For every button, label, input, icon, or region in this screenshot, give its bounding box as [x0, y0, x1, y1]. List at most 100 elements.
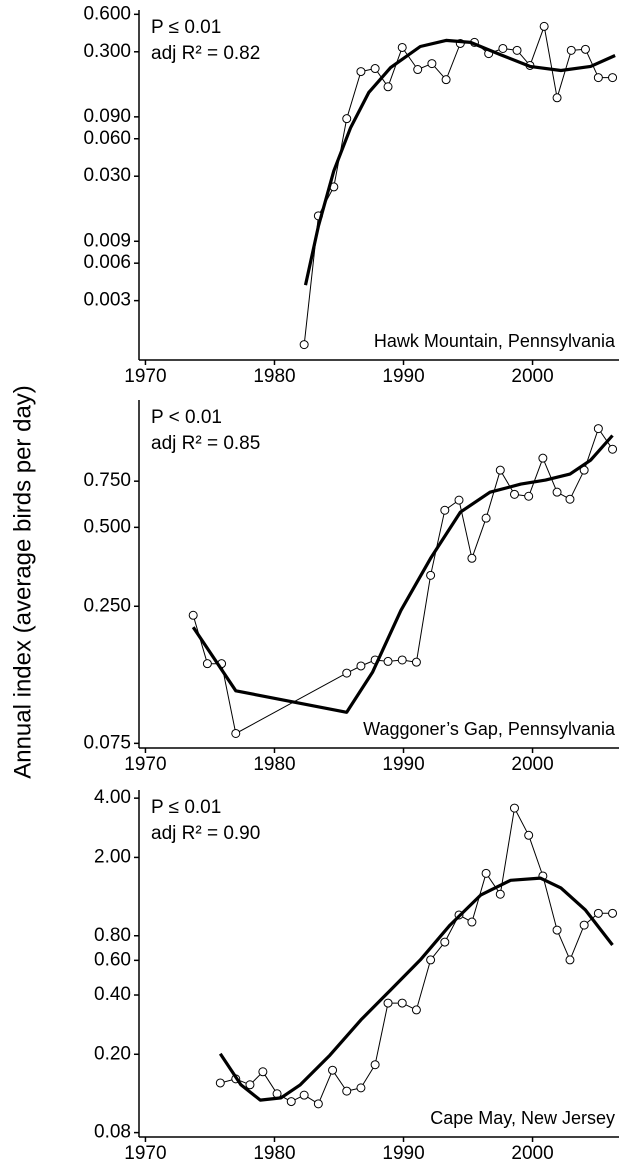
- x-tick-label: 1970: [124, 366, 166, 387]
- data-point: [512, 45, 522, 55]
- location-label: Hawk Mountain, Pennsylvania: [374, 331, 616, 351]
- x-tick-label: 1990: [382, 366, 424, 387]
- annotation: P < 0.01: [151, 407, 222, 428]
- y-tick-label: 2.00: [94, 846, 131, 867]
- data-point: [539, 21, 549, 31]
- data-point: [608, 73, 618, 83]
- data-point: [383, 656, 393, 666]
- data-point: [342, 1086, 352, 1096]
- data-point: [454, 495, 464, 505]
- data-point: [397, 655, 407, 665]
- annotation: P ≤ 0.01: [151, 797, 221, 818]
- data-point: [495, 889, 505, 899]
- data-point: [440, 937, 450, 947]
- series-line: [303, 25, 613, 345]
- data-point: [565, 955, 575, 965]
- data-point: [299, 340, 309, 350]
- x-tick-label: 1980: [253, 1143, 295, 1164]
- data-point: [245, 1080, 255, 1090]
- data-point: [524, 491, 534, 501]
- data-point: [411, 1005, 421, 1015]
- y-tick-label: 0.20: [94, 1043, 131, 1064]
- data-point: [481, 868, 491, 878]
- data-point: [413, 65, 423, 75]
- data-point: [580, 44, 590, 54]
- y-tick-label: 0.500: [83, 516, 131, 537]
- y-tick-label: 0.60: [94, 949, 131, 970]
- data-point: [593, 908, 603, 918]
- x-tick-label: 2000: [511, 1143, 553, 1164]
- x-tick-label: 1970: [124, 1143, 166, 1164]
- data-point: [467, 917, 477, 927]
- annotation: P ≤ 0.01: [151, 17, 221, 38]
- data-point: [188, 610, 198, 620]
- data-point: [370, 64, 380, 74]
- series-line: [218, 876, 614, 1102]
- data-point: [258, 1067, 268, 1077]
- data-point: [440, 505, 450, 515]
- data-point: [383, 998, 393, 1008]
- data-point: [342, 114, 352, 124]
- y-tick-label: 0.250: [83, 595, 131, 616]
- data-point: [427, 59, 437, 69]
- data-point: [397, 42, 407, 52]
- y-tick-label: 0.600: [83, 3, 131, 24]
- y-tick-label: 0.030: [83, 165, 131, 186]
- x-tick-label: 2000: [511, 754, 553, 775]
- data-point: [231, 728, 241, 738]
- annotation: adj R² = 0.85: [151, 433, 260, 454]
- data-point: [342, 668, 352, 678]
- y-tick-label: 0.090: [83, 106, 131, 127]
- y-tick-label: 0.075: [83, 732, 131, 753]
- data-point: [356, 661, 366, 671]
- x-tick-label: 1990: [382, 754, 424, 775]
- y-axis-label: Annual index (average birds per day): [9, 385, 36, 779]
- y-tick-label: 0.300: [83, 41, 131, 62]
- data-point: [215, 1078, 225, 1088]
- data-point: [370, 1060, 380, 1070]
- annotation: adj R² = 0.82: [151, 43, 260, 64]
- series-line: [220, 807, 613, 1105]
- data-point: [593, 73, 603, 83]
- x-tick-label: 1990: [382, 1143, 424, 1164]
- x-tick-label: 1980: [253, 366, 295, 387]
- y-tick-label: 0.08: [94, 1122, 131, 1143]
- data-point: [608, 908, 618, 918]
- series-line: [192, 428, 613, 734]
- y-tick-label: 0.750: [83, 470, 131, 491]
- data-point: [509, 803, 519, 813]
- data-point: [328, 1065, 338, 1075]
- location-label: Cape May, New Jersey: [430, 1108, 615, 1128]
- data-point: [608, 444, 618, 454]
- data-point: [356, 1083, 366, 1093]
- series-line: [303, 38, 616, 286]
- data-point: [552, 925, 562, 935]
- x-tick-label: 1970: [124, 754, 166, 775]
- data-point: [579, 920, 589, 930]
- data-point: [593, 424, 603, 434]
- data-point: [356, 67, 366, 77]
- y-tick-label: 0.060: [83, 128, 131, 149]
- y-tick-label: 0.40: [94, 984, 131, 1005]
- series-line: [191, 434, 614, 714]
- data-point: [313, 1099, 323, 1109]
- y-tick-label: 4.00: [94, 787, 131, 808]
- data-point: [481, 513, 491, 523]
- y-tick-label: 0.009: [83, 230, 131, 251]
- data-point: [383, 82, 393, 92]
- data-point: [202, 659, 212, 669]
- data-point: [495, 465, 505, 475]
- data-point: [509, 489, 519, 499]
- data-point: [299, 1090, 309, 1100]
- x-tick-label: 2000: [511, 366, 553, 387]
- y-tick-label: 0.80: [94, 925, 131, 946]
- data-point: [538, 453, 548, 463]
- x-tick-label: 1980: [253, 754, 295, 775]
- data-point: [441, 75, 451, 85]
- data-point: [397, 998, 407, 1008]
- annotation: adj R² = 0.90: [151, 823, 260, 844]
- data-point: [426, 570, 436, 580]
- data-point: [524, 830, 534, 840]
- data-point: [552, 487, 562, 497]
